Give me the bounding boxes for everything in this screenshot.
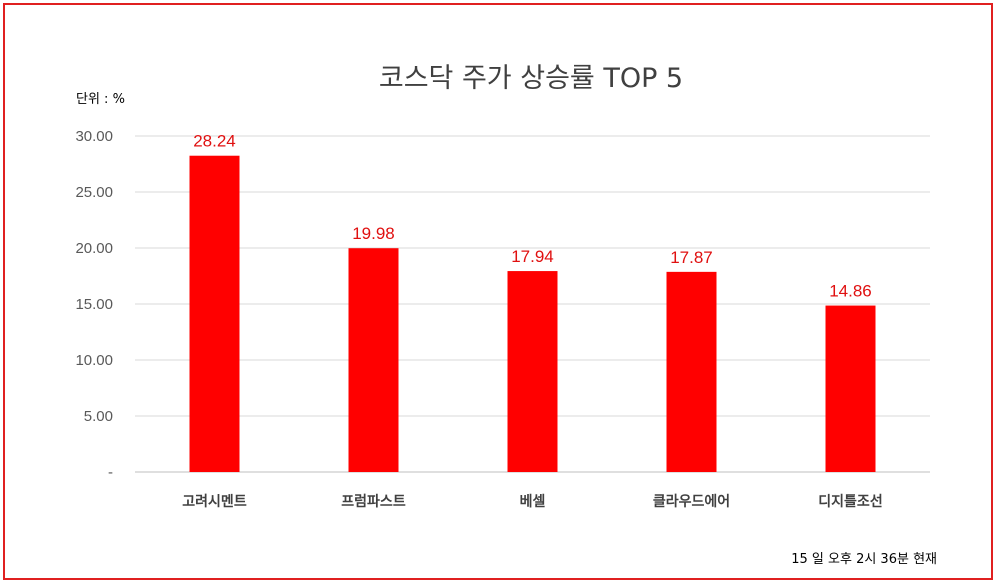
data-labels: 28.24 19.98 17.94 17.87 14.86 [193, 132, 872, 301]
bar-4 [666, 271, 717, 472]
timestamp-note: 15 일 오후 2시 36분 현재 [791, 552, 937, 567]
y-tick-label: 30.00 [75, 128, 113, 145]
data-label: 19.98 [352, 224, 395, 243]
y-tick-label: 5.00 [84, 408, 113, 425]
category-label: 클라우드에어 [653, 493, 730, 510]
category-label: 베셀 [520, 494, 546, 510]
category-label: 프럼파스트 [341, 494, 406, 510]
y-tick-label: 25.00 [75, 184, 113, 201]
y-tick-label: - [108, 464, 113, 481]
chart-title: 코스닥 주가 상승률 TOP 5 [379, 63, 683, 94]
bars [189, 155, 876, 472]
data-label: 28.24 [193, 132, 236, 151]
y-axis-ticks: - 5.00 10.00 15.00 20.00 25.00 30.00 [75, 128, 113, 481]
bar-3 [507, 271, 558, 472]
y-tick-label: 10.00 [75, 352, 113, 369]
category-label: 고려시멘트 [182, 493, 247, 510]
bar-2 [348, 248, 399, 472]
bar-5 [825, 305, 876, 472]
bar-1 [189, 155, 240, 472]
gridlines [135, 135, 930, 473]
unit-label: 단위 : % [76, 92, 125, 107]
y-tick-label: 20.00 [75, 240, 113, 257]
data-label: 14.86 [829, 282, 872, 301]
chart-frame [3, 3, 993, 580]
y-tick-label: 15.00 [75, 296, 113, 313]
category-labels: 고려시멘트 프럼파스트 베셀 클라우드에어 디지틀조선 [182, 493, 882, 510]
data-label: 17.87 [670, 248, 713, 267]
category-label: 디지틀조선 [818, 494, 882, 510]
data-label: 17.94 [511, 247, 554, 266]
